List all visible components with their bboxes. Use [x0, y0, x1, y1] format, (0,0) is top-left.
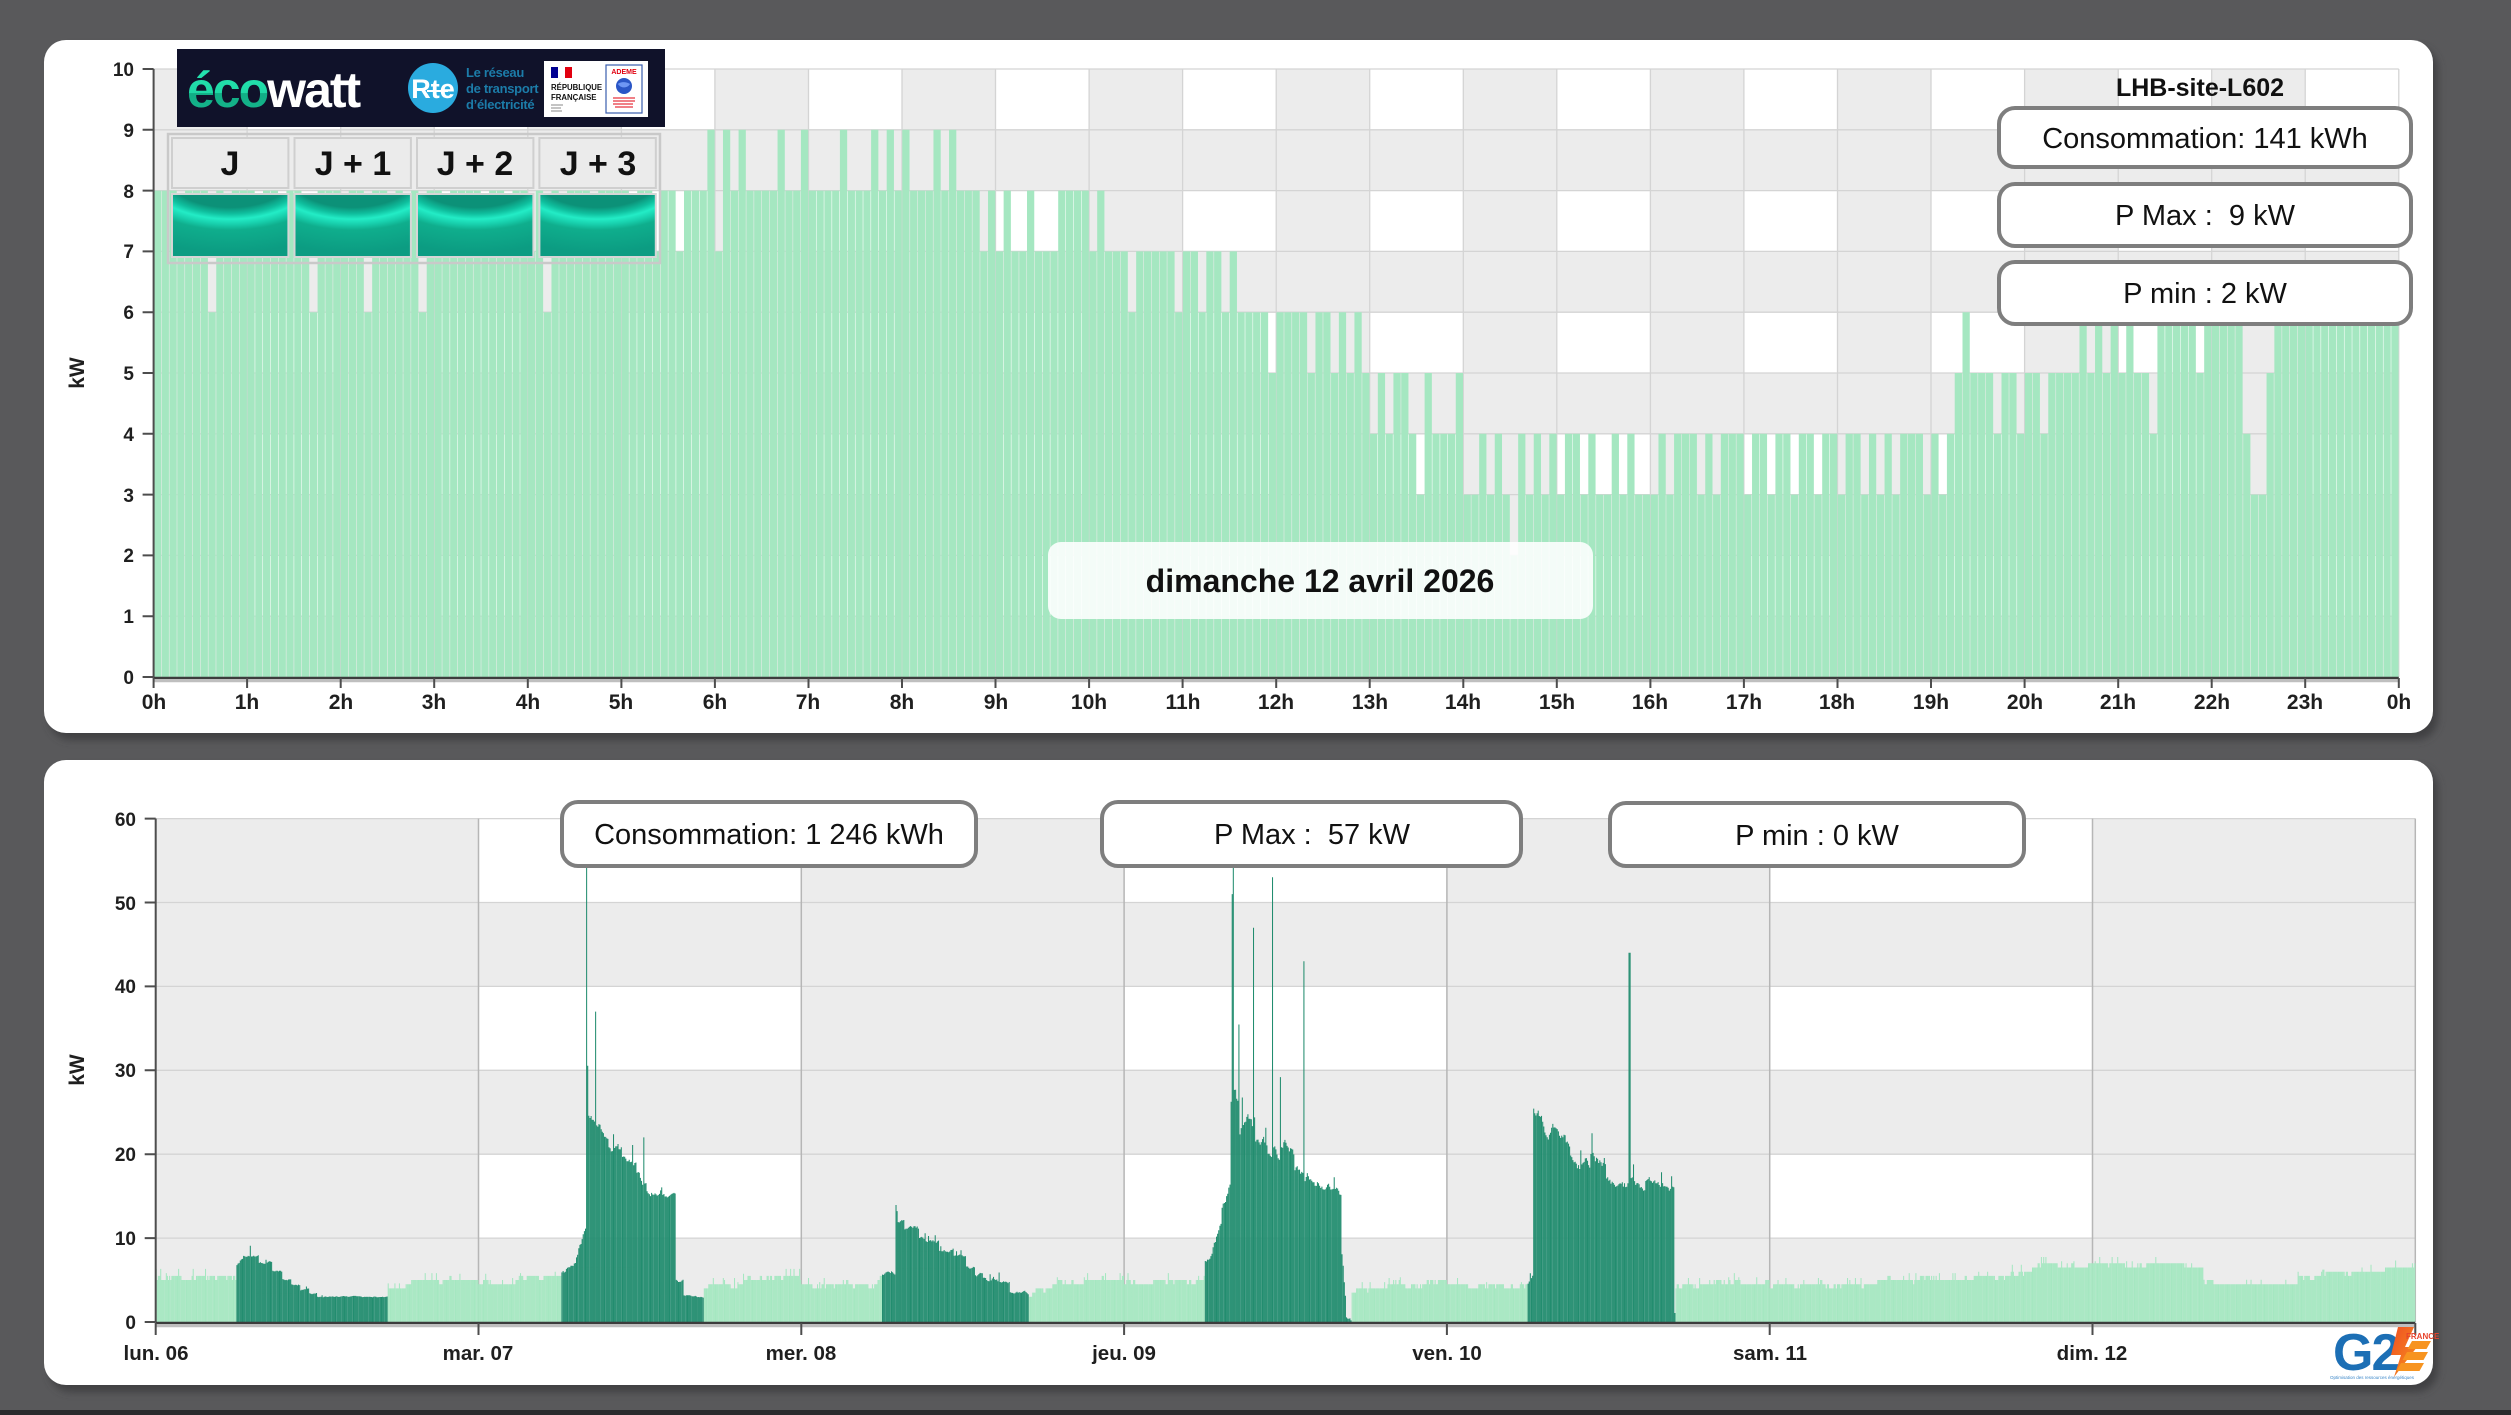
svg-text:17h: 17h — [1726, 691, 1762, 714]
svg-text:ADEME: ADEME — [611, 69, 637, 76]
svg-text:jeu. 09: jeu. 09 — [1091, 1342, 1156, 1365]
svg-text:30: 30 — [115, 1061, 136, 1082]
svg-text:0h: 0h — [2387, 691, 2412, 714]
svg-text:23h: 23h — [2287, 691, 2323, 714]
svg-text:4h: 4h — [516, 691, 541, 714]
svg-text:G2: G2 — [2333, 1324, 2398, 1382]
svg-text:18h: 18h — [1819, 691, 1855, 714]
svg-text:12h: 12h — [1258, 691, 1294, 714]
svg-text:J + 1: J + 1 — [315, 145, 392, 183]
svg-text:dimanche 12 avril 2026: dimanche 12 avril 2026 — [1146, 563, 1495, 599]
svg-text:11h: 11h — [1165, 691, 1200, 714]
svg-text:1h: 1h — [235, 691, 260, 714]
svg-text:Consommation: 141 kWh: Consommation: 141 kWh — [2042, 123, 2368, 155]
svg-text:15h: 15h — [1539, 691, 1575, 714]
svg-text:5h: 5h — [609, 691, 634, 714]
svg-text:9: 9 — [123, 121, 134, 142]
svg-text:écowatt: écowatt — [187, 62, 362, 118]
svg-text:60: 60 — [115, 810, 136, 831]
svg-text:ven. 10: ven. 10 — [1412, 1342, 1482, 1365]
svg-text:7: 7 — [123, 242, 134, 263]
svg-text:20h: 20h — [2007, 691, 2043, 714]
svg-text:8h: 8h — [890, 691, 915, 714]
svg-text:Rte: Rte — [411, 74, 455, 104]
svg-text:8: 8 — [123, 182, 134, 203]
svg-text:FRANÇAISE: FRANÇAISE — [551, 93, 596, 102]
svg-text:sam. 11: sam. 11 — [1733, 1342, 1807, 1365]
svg-text:kW: kW — [66, 357, 89, 389]
svg-text:14h: 14h — [1445, 691, 1481, 714]
svg-text:de transport: de transport — [466, 81, 539, 96]
svg-text:3: 3 — [123, 486, 134, 507]
svg-text:4: 4 — [123, 425, 134, 446]
svg-text:dim. 12: dim. 12 — [2057, 1342, 2128, 1365]
svg-text:lun. 06: lun. 06 — [124, 1342, 189, 1365]
svg-text:1: 1 — [123, 607, 134, 628]
svg-text:kW: kW — [66, 1054, 89, 1086]
svg-text:0: 0 — [125, 1313, 136, 1334]
svg-text:P Max : 9 kW: P Max : 9 kW — [2115, 200, 2296, 232]
svg-text:mar. 07: mar. 07 — [443, 1342, 514, 1365]
svg-text:LHB-site-L602: LHB-site-L602 — [2116, 74, 2284, 102]
svg-text:10h: 10h — [1071, 691, 1107, 714]
svg-text:7h: 7h — [796, 691, 821, 714]
svg-text:9h: 9h — [984, 691, 1009, 714]
svg-text:0h: 0h — [142, 691, 167, 714]
svg-text:10: 10 — [115, 1229, 136, 1250]
svg-text:Le réseau: Le réseau — [466, 65, 524, 80]
svg-text:P min : 2 kW: P min : 2 kW — [2123, 278, 2287, 310]
svg-text:P Max : 57 kW: P Max : 57 kW — [1214, 819, 1411, 851]
svg-text:FRANCE: FRANCE — [2406, 1332, 2440, 1341]
svg-text:13h: 13h — [1352, 691, 1388, 714]
svg-text:0: 0 — [123, 668, 134, 689]
svg-text:10: 10 — [113, 60, 134, 81]
svg-text:Consommation: 1 246 kWh: Consommation: 1 246 kWh — [594, 819, 944, 851]
svg-text:20: 20 — [115, 1145, 136, 1166]
svg-text:3h: 3h — [422, 691, 447, 714]
svg-text:J + 2: J + 2 — [437, 145, 514, 183]
svg-text:J: J — [221, 145, 240, 183]
svg-text:40: 40 — [115, 977, 136, 998]
svg-text:5: 5 — [123, 364, 134, 385]
svg-text:19h: 19h — [1913, 691, 1949, 714]
svg-text:RÉPUBLIQUE: RÉPUBLIQUE — [551, 83, 602, 92]
svg-text:6: 6 — [123, 303, 134, 324]
svg-text:50: 50 — [115, 894, 136, 915]
svg-text:2: 2 — [123, 546, 134, 567]
svg-text:22h: 22h — [2194, 691, 2230, 714]
svg-text:d’électricité: d’électricité — [466, 97, 534, 112]
svg-text:21h: 21h — [2100, 691, 2136, 714]
svg-text:16h: 16h — [1632, 691, 1668, 714]
svg-text:J + 3: J + 3 — [560, 145, 637, 183]
svg-text:2h: 2h — [329, 691, 354, 714]
svg-text:P min : 0 kW: P min : 0 kW — [1735, 820, 1899, 852]
svg-text:Optimisation des ressources én: Optimisation des ressources énergétiques — [2330, 1375, 2415, 1380]
svg-text:6h: 6h — [703, 691, 728, 714]
svg-text:mer. 08: mer. 08 — [766, 1342, 837, 1365]
